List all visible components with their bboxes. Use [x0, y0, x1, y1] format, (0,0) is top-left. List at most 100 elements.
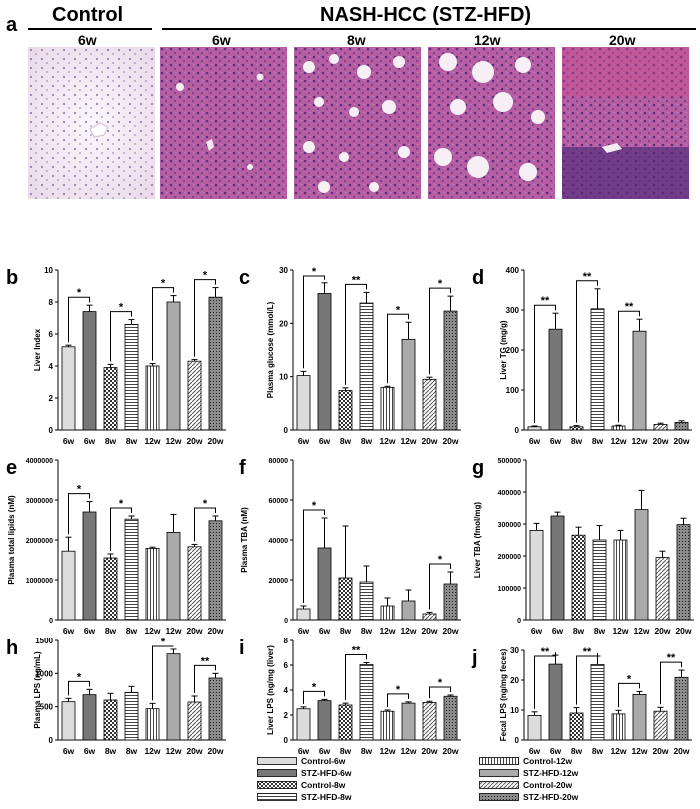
bar — [613, 539, 628, 621]
x-tick-label: 12w — [631, 436, 647, 446]
bar — [380, 386, 395, 431]
y-tick-label: 300 — [506, 306, 520, 315]
x-tick-label: 8w — [594, 626, 606, 636]
legend: Control-6w STZ-HFD-6w Control-8w STZ-HFD-8w… — [253, 755, 693, 809]
y-tick-label: 10 — [279, 373, 288, 382]
y-tick-label: 4 — [284, 686, 289, 695]
chart-plasma-glucose: c Plasma glucose (mmol/L) 0 10 20 30 6w 6w 8w 8w 1… — [239, 266, 461, 446]
chart-plasma-lps: h Plasma LPS (ng/mL) 0 500 1000 1500 6w 6w 8w 8w 1… — [6, 638, 226, 756]
x-tick-label: 12w — [400, 626, 416, 636]
legend-label: STZ-HFD-12w — [523, 767, 579, 778]
y-tick-label: 8 — [49, 298, 54, 307]
bar — [296, 608, 311, 621]
significance-marker: ** — [625, 301, 634, 313]
y-tick-label: 20 — [510, 676, 519, 685]
bar — [359, 663, 374, 741]
legend-label: STZ-HFD-6w — [301, 767, 352, 778]
bar — [317, 700, 332, 741]
micrograph-nash-20w — [562, 47, 689, 199]
x-tick-label: 20w — [421, 436, 437, 446]
x-tick-label: 6w — [63, 436, 75, 446]
x-tick-label: 8w — [361, 746, 373, 756]
chart-liver-tba: g Liver TBA (fmol/mg) 0 100000 200000 300000 4… — [472, 457, 694, 636]
x-tick-label: 6w — [552, 626, 564, 636]
x-tick-label: 12w — [165, 436, 181, 446]
y-tick-label: 20000 — [269, 578, 289, 585]
significance-marker: * — [438, 278, 443, 290]
y-tick-label: 1500 — [35, 638, 53, 645]
y-tick-label: 100000 — [498, 586, 521, 593]
bar — [317, 547, 332, 621]
group-line-control — [28, 28, 152, 30]
legend-item: STZ-HFD-6w — [257, 767, 352, 778]
significance-bracket — [534, 652, 556, 709]
significance-bracket — [194, 279, 216, 357]
panel-letter: d — [472, 267, 484, 289]
timepoint-label: 8w — [347, 32, 366, 48]
y-tick-label: 60000 — [269, 498, 289, 505]
bar — [548, 663, 563, 741]
y-axis-label: Liver Index — [33, 328, 42, 371]
x-tick-label: 6w — [84, 626, 96, 636]
bar — [166, 301, 181, 431]
bar — [61, 701, 76, 741]
significance-marker: * — [77, 671, 82, 683]
y-tick-label: 200 — [506, 346, 520, 355]
significance-bracket — [194, 664, 216, 693]
y-tick-label: 40000 — [269, 538, 289, 545]
x-tick-label: 12w — [612, 626, 628, 636]
panel-letter: a — [6, 14, 18, 36]
x-tick-label: 6w — [84, 436, 96, 446]
significance-marker: ** — [201, 655, 210, 667]
x-tick-label: 20w — [186, 626, 202, 636]
significance-marker: ** — [541, 646, 550, 658]
bar — [145, 365, 160, 431]
y-tick-label: 0 — [515, 736, 520, 745]
chart-liver-index: b Liver Index 0 2 4 6 8 10 6w 6w 8w 8w 12w 12w 20w 20w *… — [6, 266, 226, 446]
x-tick-label: 20w — [207, 626, 223, 636]
bar — [443, 695, 458, 741]
bar — [655, 557, 670, 621]
x-tick-label: 12w — [165, 746, 181, 756]
significance-bracket — [345, 283, 367, 385]
significance-bracket — [345, 654, 367, 701]
y-axis-label: Plasma glucose (mmol/L) — [266, 301, 275, 398]
y-tick-label: 80000 — [269, 458, 289, 465]
bar — [103, 557, 118, 621]
y-tick-label: 0 — [515, 426, 520, 435]
panel-letter: i — [239, 638, 245, 659]
significance-bracket — [387, 693, 409, 707]
micrograph-nash-12w — [428, 47, 555, 199]
y-tick-label: 400 — [506, 266, 520, 275]
bar — [187, 546, 202, 621]
bar — [296, 708, 311, 741]
significance-marker: ** — [352, 645, 361, 657]
significance-marker: * — [161, 278, 166, 290]
x-tick-label: 12w — [610, 436, 626, 446]
bar — [82, 511, 97, 621]
legend-swatch — [257, 768, 297, 777]
y-tick-label: 4000000 — [26, 458, 53, 465]
bar — [208, 296, 223, 431]
bar — [208, 520, 223, 621]
timepoint-label: 12w — [474, 32, 501, 48]
bar — [166, 532, 181, 621]
significance-bracket — [68, 493, 90, 535]
x-tick-label: 6w — [319, 626, 331, 636]
y-tick-label: 1000 — [35, 669, 53, 678]
group-line-nash — [162, 28, 696, 30]
x-tick-label: 8w — [126, 746, 138, 756]
x-tick-label: 20w — [421, 626, 437, 636]
y-tick-label: 400000 — [498, 490, 521, 497]
significance-bracket — [387, 313, 409, 384]
x-tick-label: 8w — [105, 626, 117, 636]
bar — [592, 539, 607, 621]
x-tick-label: 20w — [673, 436, 689, 446]
y-axis-label: Liver LPS (ng/mg (liver) — [266, 645, 275, 735]
x-tick-label: 8w — [571, 436, 583, 446]
x-tick-label: 20w — [421, 746, 437, 756]
significance-marker: * — [396, 684, 401, 696]
y-tick-label: 0 — [284, 618, 288, 625]
chart-liver-lps: i Liver LPS (ng/mg (liver) 0 2 4 6 8 6w 6w 8w 8w 12… — [239, 638, 461, 756]
panel-letter: e — [6, 457, 17, 479]
